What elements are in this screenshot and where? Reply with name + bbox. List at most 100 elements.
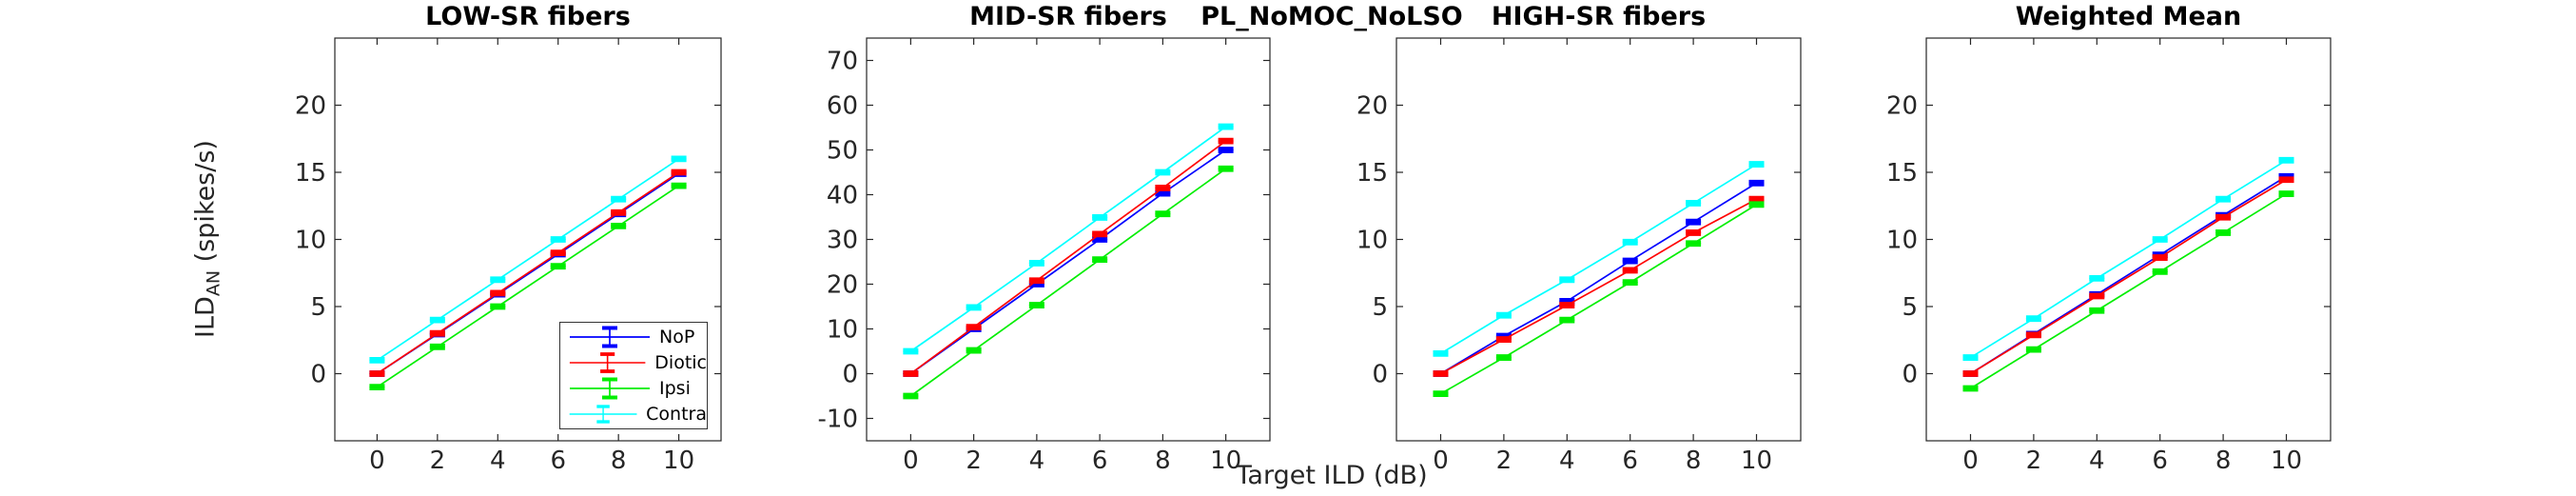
y-tick-label: 10 — [827, 316, 858, 345]
series-ipsi — [1433, 201, 1765, 398]
y-tick-label: 0 — [1902, 361, 1918, 389]
series-line — [1440, 204, 1757, 395]
series-contra — [369, 155, 687, 364]
y-tick-label: 5 — [1902, 293, 1918, 322]
x-tick-label: 0 — [1962, 446, 1979, 475]
x-tick-label: 0 — [1433, 446, 1449, 475]
legend-entry-contra: Contra — [560, 402, 707, 427]
legend-entry-label: Ipsi — [659, 377, 691, 399]
legend-errorbar-icon — [569, 352, 646, 374]
y-axis-label-main: ILD — [190, 296, 221, 338]
axes-box — [1395, 37, 1802, 442]
x-tick-label: 2 — [966, 446, 982, 475]
series-contra — [1433, 161, 1765, 357]
y-tick-label: 20 — [295, 92, 326, 121]
x-tick-label: 6 — [550, 446, 566, 475]
legend-entry-ipsi: Ipsi — [560, 376, 707, 401]
series-line — [376, 171, 680, 375]
y-tick-label: 70 — [827, 48, 858, 76]
subplot-mid-sr-fibers: 0 2 4 6 8 10 -10 0 10 20 30 40 50 60 70 — [818, 37, 1271, 475]
y-tick-label: 30 — [827, 227, 858, 255]
y-tick-label: -10 — [818, 406, 858, 434]
series-line — [376, 158, 680, 362]
y-axis-label-units: (spikes/s) — [190, 140, 221, 270]
series-ipsi — [903, 165, 1234, 400]
x-tick-label: 4 — [2089, 446, 2105, 475]
y-tick-label: 10 — [1886, 227, 1918, 255]
y-axis-label: ILDAN (spikes/s) — [190, 140, 224, 338]
x-tick-label: 8 — [1155, 446, 1171, 475]
y-tick-label: 20 — [1356, 92, 1388, 121]
figure-suptitle: PL_NoMOC_NoLSO — [1200, 2, 1463, 31]
y-tick-label: 50 — [827, 137, 858, 166]
series-contra — [1962, 156, 2294, 361]
axes-box — [1925, 37, 2332, 442]
series-line — [1970, 179, 2287, 375]
series-line — [909, 126, 1227, 352]
x-tick-label: 10 — [2271, 446, 2302, 475]
series-nop — [1433, 179, 1765, 377]
y-tick-label: 5 — [310, 293, 326, 322]
x-tick-label: 4 — [490, 446, 506, 475]
series-line — [376, 185, 680, 388]
x-tick-label: 6 — [2152, 446, 2168, 475]
y-tick-label: 10 — [1356, 227, 1388, 255]
x-tick-label: 2 — [2026, 446, 2042, 475]
y-tick-label: 0 — [310, 361, 326, 389]
x-tick-label: 2 — [430, 446, 446, 475]
series-line — [1970, 192, 2287, 389]
x-tick-label: 8 — [611, 446, 627, 475]
x-tick-label: 10 — [1210, 446, 1241, 475]
subplot-weighted-mean: 0 2 4 6 8 10 0 5 10 15 20 — [1886, 37, 2332, 475]
y-tick-label: 15 — [1886, 159, 1918, 188]
series-line — [1440, 182, 1757, 375]
series-diotic — [903, 137, 1234, 377]
y-tick-label: 15 — [1356, 159, 1388, 188]
series-ipsi — [1962, 190, 2294, 392]
subplot-title-low-sr: LOW-SR fibers — [425, 2, 631, 31]
y-tick-label: 15 — [295, 159, 326, 188]
x-tick-label: 6 — [1092, 446, 1108, 475]
subplot-title-high-sr: HIGH-SR fibers — [1491, 2, 1707, 31]
y-tick-label: 20 — [1886, 92, 1918, 121]
legend-entry-label: NoP — [659, 327, 695, 348]
legend-entry-nop: NoP — [560, 325, 707, 349]
y-tick-label: 5 — [1372, 293, 1388, 322]
legend-errorbar-icon — [570, 326, 650, 348]
series-line — [909, 149, 1227, 375]
series-line — [1440, 198, 1757, 375]
y-tick-label: 0 — [1372, 361, 1388, 389]
legend-errorbar-icon — [569, 404, 637, 424]
legend-entry-diotic: Diotic — [560, 350, 707, 375]
series-diotic — [369, 169, 687, 377]
legend-errorbar-icon — [570, 377, 650, 400]
y-axis-label-sub: AN — [203, 269, 224, 297]
legend-box: NoP Diotic Ipsi Contra — [559, 322, 708, 429]
x-tick-label: 4 — [1559, 446, 1575, 475]
x-tick-label: 10 — [663, 446, 694, 475]
subplot-title-mid-sr: MID-SR fibers — [969, 2, 1167, 31]
y-tick-label: 10 — [295, 227, 326, 255]
x-tick-label: 8 — [2215, 446, 2232, 475]
y-tick-label: 60 — [827, 92, 858, 121]
subplot-high-sr-fibers: 0 2 4 6 8 10 0 5 10 15 20 — [1356, 37, 1802, 475]
y-tick-label: 0 — [842, 361, 858, 389]
series-nop — [903, 147, 1234, 377]
series-line — [909, 168, 1227, 397]
series-line — [1440, 163, 1757, 355]
series-ipsi — [369, 182, 687, 391]
y-tick-label: 40 — [827, 182, 858, 210]
x-axis-label: Target ILD (dB) — [1236, 461, 1428, 490]
x-tick-label: 8 — [1686, 446, 1702, 475]
series-contra — [903, 123, 1234, 355]
x-tick-label: 4 — [1029, 446, 1045, 475]
x-tick-label: 6 — [1622, 446, 1638, 475]
series-diotic — [1433, 195, 1765, 377]
series-line — [909, 140, 1227, 375]
x-tick-label: 10 — [1741, 446, 1772, 475]
subplot-title-weighted-mean: Weighted Mean — [2015, 2, 2242, 31]
legend-entry-label: Contra — [646, 403, 707, 425]
x-tick-label: 2 — [1496, 446, 1512, 475]
